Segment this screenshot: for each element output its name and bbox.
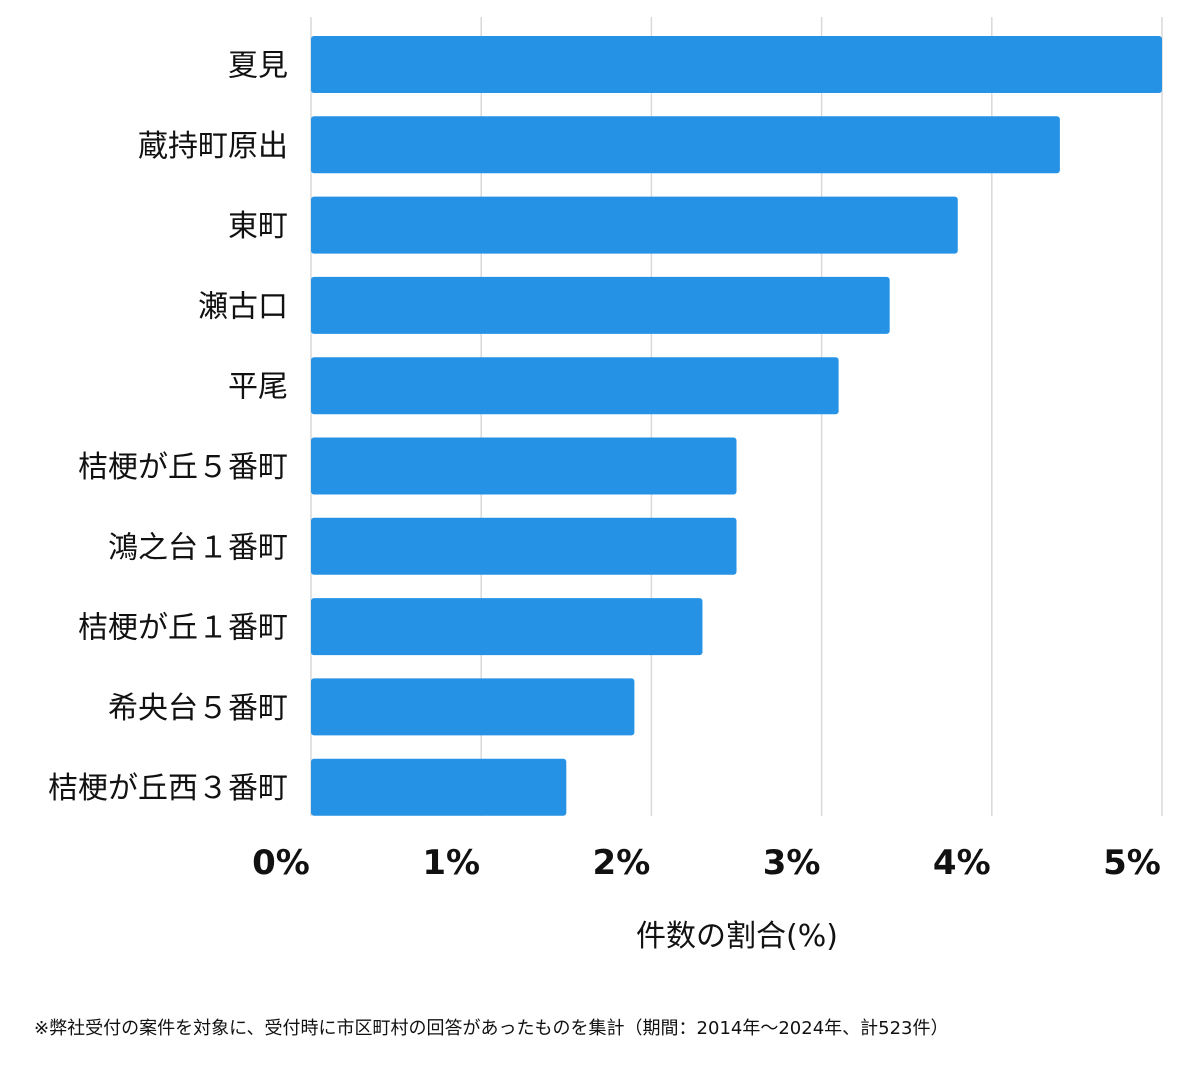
bars — [311, 36, 1162, 816]
x-tick-label: 0% — [252, 843, 310, 883]
bar — [311, 116, 1060, 174]
category-label: 東町 — [228, 209, 288, 244]
bar — [311, 357, 839, 415]
category-label: 桔梗が丘西３番町 — [48, 771, 288, 806]
x-tick-label: 2% — [593, 843, 651, 883]
category-label: 瀬古口 — [198, 289, 288, 324]
category-label: 鴻之台１番町 — [108, 530, 288, 565]
category-label: 平尾 — [228, 370, 288, 405]
x-axis-title: 件数の割合(%) — [636, 919, 838, 954]
bar — [311, 196, 958, 254]
bar — [311, 517, 737, 575]
x-tick-labels: 0% 1% 2% 3% 4% 5% — [252, 843, 1161, 883]
bar-chart: 夏見蔵持町原出東町瀬古口平尾桔梗が丘５番町鴻之台１番町桔梗が丘１番町希央台５番町… — [48, 17, 1163, 954]
footnote: ※弊社受付の案件を対象に、受付時に市区町村の回答があったものを集計（期間：201… — [34, 1018, 949, 1039]
x-tick-label: 4% — [933, 843, 991, 883]
x-tick-label: 1% — [422, 843, 480, 883]
category-label: 桔梗が丘１番町 — [78, 611, 288, 646]
bar — [311, 36, 1162, 93]
category-label: 桔梗が丘５番町 — [78, 450, 288, 485]
category-labels: 夏見蔵持町原出東町瀬古口平尾桔梗が丘５番町鴻之台１番町桔梗が丘１番町希央台５番町… — [48, 49, 288, 807]
x-tick-label: 3% — [763, 843, 821, 883]
category-label: 夏見 — [228, 49, 288, 84]
bar — [311, 758, 567, 816]
bar — [311, 598, 703, 656]
bar — [311, 437, 737, 495]
bar — [311, 678, 635, 736]
category-label: 希央台５番町 — [108, 691, 288, 726]
bar — [311, 276, 890, 334]
category-label: 蔵持町原出 — [138, 129, 288, 164]
x-tick-label: 5% — [1103, 843, 1161, 883]
